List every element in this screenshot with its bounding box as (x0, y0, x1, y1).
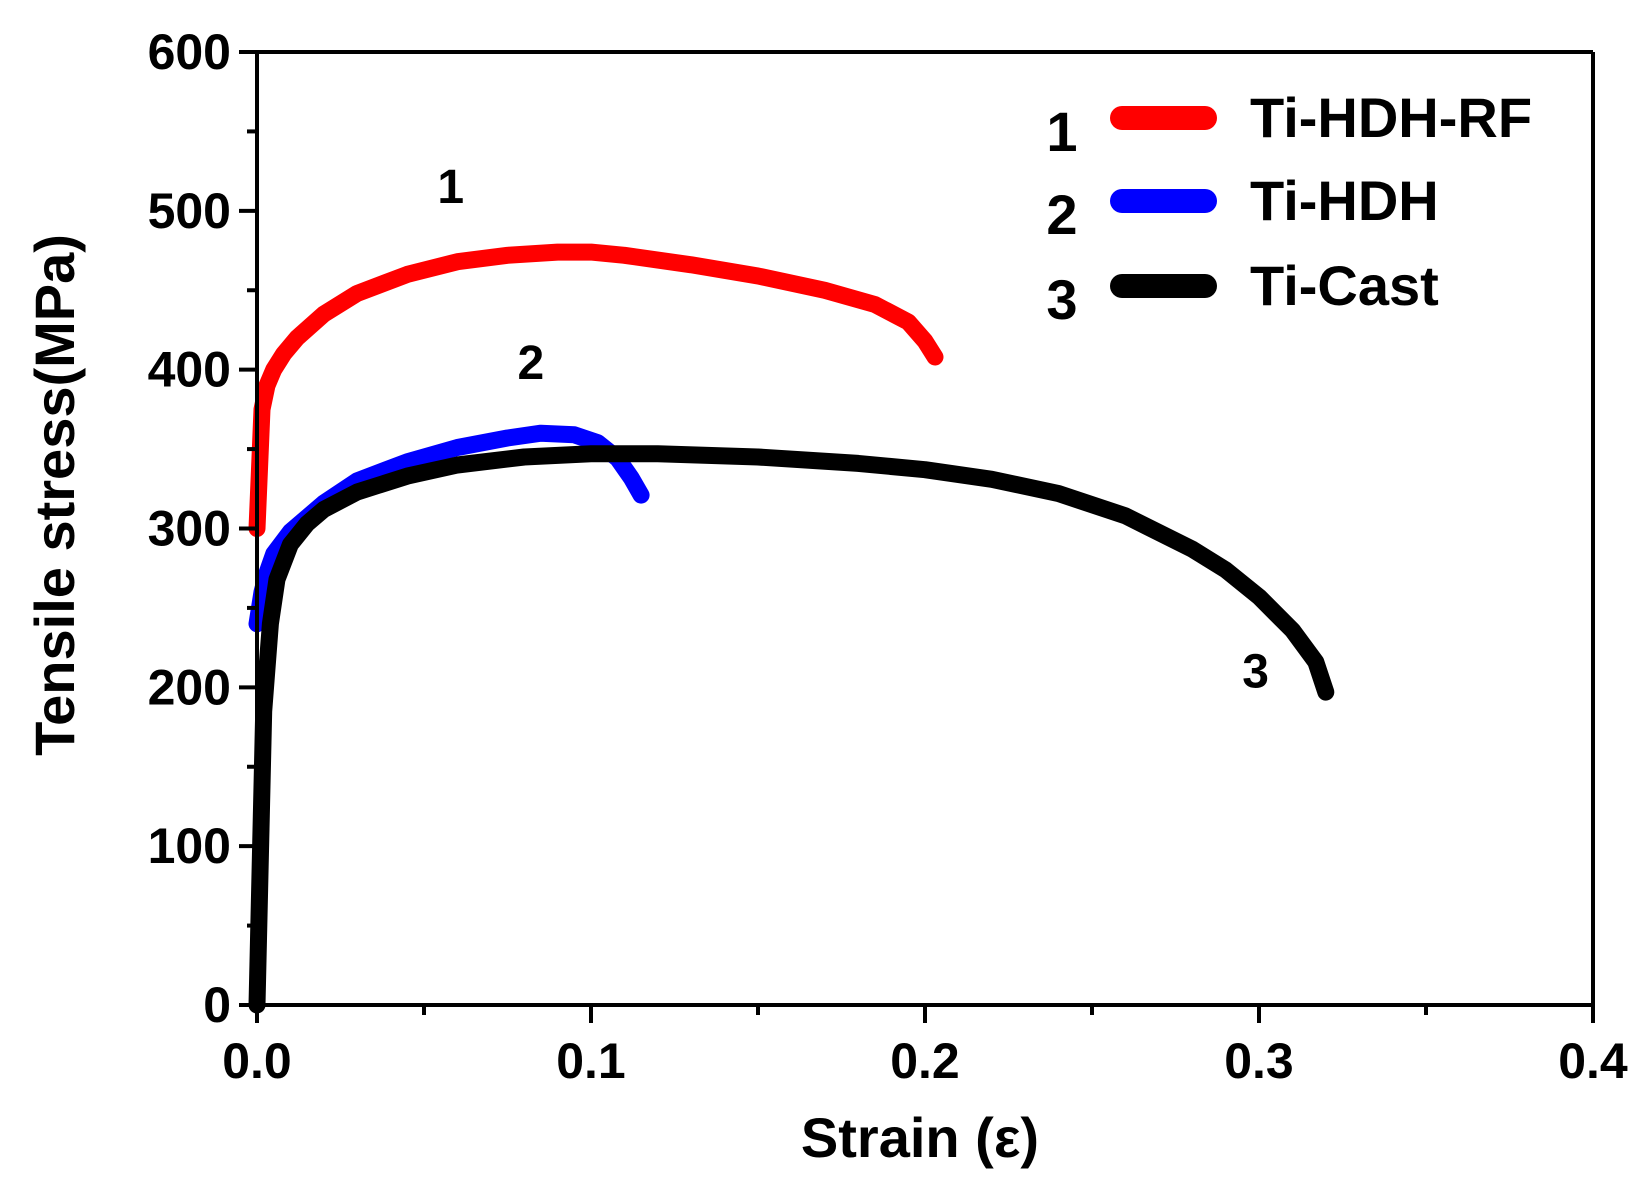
curve-annotations: 1 2 3 (437, 161, 1269, 698)
x-tick-label: 0.1 (556, 1033, 626, 1089)
x-tick-label: 0.3 (1224, 1033, 1294, 1089)
y-tick-label: 400 (148, 342, 231, 398)
series-layer (248, 243, 1335, 1014)
x-tick-label: 0.0 (222, 1033, 292, 1089)
legend: 1 Ti-HDH-RF 2 Ti-HDH 3 Ti-Cast (1046, 86, 1532, 331)
y-tick-label: 600 (148, 24, 231, 80)
tick-layer: 0 100 200 300 400 500 600 0.0 0.1 0.2 0.3 0.4 (148, 24, 1628, 1089)
y-tick-label: 300 (148, 501, 231, 557)
legend-label: Ti-HDH-RF (1250, 86, 1532, 149)
legend-number-2: 2 (1046, 183, 1077, 246)
y-tick-label: 0 (203, 977, 231, 1033)
legend-number-1: 1 (1046, 100, 1077, 163)
series-line-ti-cast (248, 445, 1335, 1014)
x-tick-label: 0.4 (1558, 1033, 1628, 1089)
series-line-ti-hdh-rf (248, 243, 944, 537)
y-tick-label: 100 (148, 818, 231, 874)
y-axis-title: Tensile stress(MPa) (23, 234, 86, 756)
x-tick-label: 0.2 (890, 1033, 960, 1089)
legend-label: Ti-HDH (1250, 169, 1439, 232)
x-axis-title: Strain (ε) (801, 1106, 1039, 1169)
legend-number-3: 3 (1046, 268, 1077, 331)
y-tick-label: 500 (148, 183, 231, 239)
curve-annotation-1: 1 (437, 161, 464, 214)
curve-annotation-2: 2 (518, 337, 545, 390)
y-tick-label: 200 (148, 659, 231, 715)
curve-annotation-3: 3 (1242, 645, 1269, 698)
legend-label: Ti-Cast (1250, 254, 1439, 317)
